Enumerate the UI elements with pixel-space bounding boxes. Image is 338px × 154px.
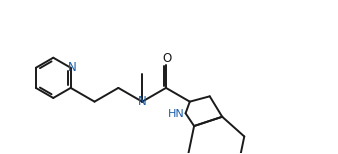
Text: N: N xyxy=(138,95,147,108)
Text: HN: HN xyxy=(168,109,185,119)
Text: O: O xyxy=(162,52,171,65)
Text: N: N xyxy=(68,61,76,74)
